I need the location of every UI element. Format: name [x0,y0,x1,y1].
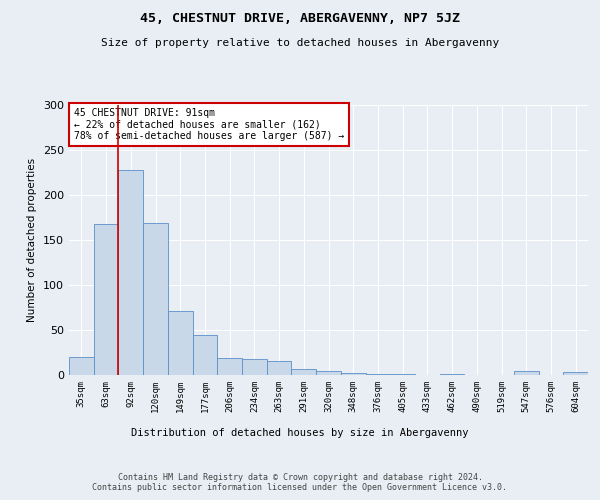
Bar [267,360,292,375]
Text: 45 CHESTNUT DRIVE: 91sqm
← 22% of detached houses are smaller (162)
78% of semi-: 45 CHESTNUT DRIVE: 91sqm ← 22% of detach… [74,108,344,141]
Bar [168,311,193,375]
Text: Distribution of detached houses by size in Abergavenny: Distribution of detached houses by size … [131,428,469,438]
Bar [217,358,242,375]
Bar [193,334,217,375]
Y-axis label: Number of detached properties: Number of detached properties [28,158,37,322]
Bar [440,374,464,375]
Bar [390,374,415,375]
Bar [514,372,539,375]
Bar [94,224,118,375]
Bar [341,373,365,375]
Bar [242,359,267,375]
Bar [143,223,168,375]
Bar [365,374,390,375]
Bar [69,357,94,375]
Bar [118,170,143,375]
Bar [316,370,341,375]
Text: Size of property relative to detached houses in Abergavenny: Size of property relative to detached ho… [101,38,499,48]
Bar [292,368,316,375]
Text: Contains HM Land Registry data © Crown copyright and database right 2024.
Contai: Contains HM Land Registry data © Crown c… [92,472,508,492]
Bar [563,372,588,375]
Text: 45, CHESTNUT DRIVE, ABERGAVENNY, NP7 5JZ: 45, CHESTNUT DRIVE, ABERGAVENNY, NP7 5JZ [140,12,460,26]
